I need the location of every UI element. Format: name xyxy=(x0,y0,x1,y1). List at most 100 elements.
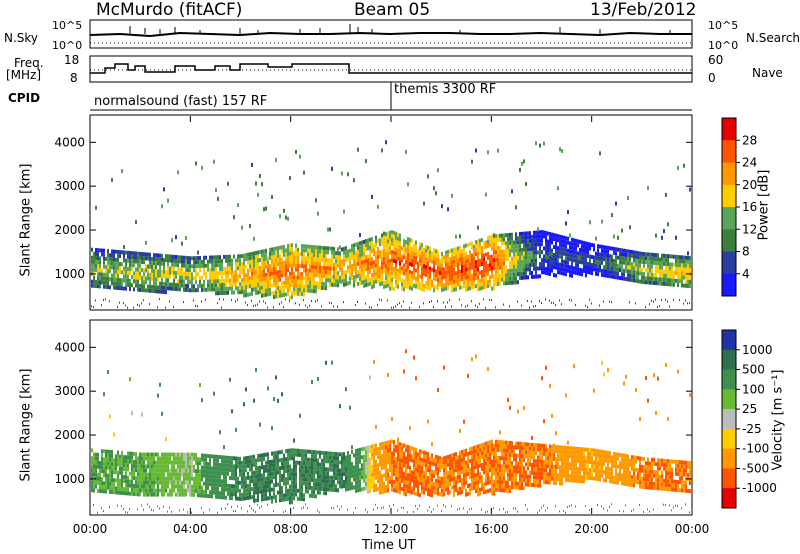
data-cell xyxy=(259,485,261,490)
data-cell xyxy=(375,467,377,472)
data-cell xyxy=(143,472,145,477)
data-cell xyxy=(375,263,377,268)
data-cell xyxy=(393,246,395,251)
data-cell xyxy=(121,458,123,463)
data-cell xyxy=(411,474,413,479)
data-cell xyxy=(531,262,533,267)
data-cell xyxy=(221,459,223,464)
data-cell xyxy=(145,472,147,477)
data-cell xyxy=(145,256,147,261)
data-cell xyxy=(291,492,293,497)
data-cell xyxy=(371,472,373,477)
data-cell xyxy=(321,249,323,254)
data-cell xyxy=(505,241,507,246)
data-cell xyxy=(123,475,125,480)
ground-cell xyxy=(417,507,418,510)
data-cell xyxy=(201,489,203,494)
data-cell xyxy=(205,263,207,268)
data-cell xyxy=(369,477,371,482)
data-cell xyxy=(135,484,137,489)
data-cell xyxy=(117,261,119,266)
data-cell xyxy=(525,243,527,248)
data-cell xyxy=(133,487,135,492)
data-cell xyxy=(457,282,459,287)
data-cell xyxy=(113,273,115,278)
data-cell xyxy=(325,487,327,492)
scatter-cell xyxy=(241,225,243,230)
data-cell xyxy=(223,278,225,283)
data-cell xyxy=(115,466,117,471)
data-cell xyxy=(343,262,345,267)
data-cell xyxy=(503,237,505,242)
data-cell xyxy=(333,463,335,468)
data-cell xyxy=(435,285,437,290)
data-cell xyxy=(543,246,545,251)
data-cell xyxy=(303,276,305,281)
data-cell xyxy=(667,282,669,287)
data-cell xyxy=(225,266,227,271)
data-cell xyxy=(279,494,281,499)
data-cell xyxy=(155,472,157,477)
data-cell xyxy=(137,283,139,288)
data-cell xyxy=(535,274,537,279)
data-cell xyxy=(487,263,489,268)
data-cell xyxy=(139,460,141,465)
data-cell xyxy=(291,275,293,280)
data-cell xyxy=(255,275,257,280)
data-cell xyxy=(225,274,227,279)
data-cell xyxy=(157,289,159,294)
data-cell xyxy=(257,262,259,267)
data-cell xyxy=(427,285,429,290)
ground-cell xyxy=(491,299,492,302)
data-cell xyxy=(353,485,355,490)
data-cell xyxy=(271,487,273,492)
data-cell xyxy=(495,270,497,275)
data-cell xyxy=(239,492,241,497)
data-cell xyxy=(225,290,227,295)
data-cell xyxy=(357,472,359,477)
data-cell xyxy=(217,462,219,467)
data-cell xyxy=(253,458,255,463)
data-cell xyxy=(369,473,371,478)
data-cell xyxy=(391,230,393,235)
data-cell xyxy=(157,261,159,266)
data-cell xyxy=(135,488,137,493)
data-cell xyxy=(155,468,157,473)
data-cell xyxy=(277,490,279,495)
data-cell xyxy=(145,492,147,497)
data-cell xyxy=(471,285,473,290)
ground-cell xyxy=(667,300,668,303)
data-cell xyxy=(339,275,341,280)
data-cell xyxy=(383,481,385,486)
data-cell xyxy=(207,267,209,272)
data-cell xyxy=(221,483,223,488)
data-cell xyxy=(311,244,313,249)
data-cell xyxy=(279,470,281,475)
data-cell xyxy=(161,289,163,294)
data-cell xyxy=(393,468,395,473)
data-cell xyxy=(343,460,345,465)
data-cell xyxy=(415,459,417,464)
ground-cell xyxy=(247,304,248,307)
data-cell xyxy=(623,260,625,265)
data-cell xyxy=(483,257,485,262)
data-cell xyxy=(553,261,555,266)
data-cell xyxy=(285,489,287,494)
ground-cell xyxy=(535,304,536,307)
data-cell xyxy=(193,488,195,493)
scatter-cell xyxy=(459,234,461,239)
data-cell xyxy=(391,479,393,484)
data-cell xyxy=(147,488,149,493)
data-cell xyxy=(373,452,375,457)
data-cell xyxy=(315,265,317,270)
scatter-cell xyxy=(537,227,539,232)
data-cell xyxy=(105,469,107,474)
ground-cell xyxy=(209,508,210,511)
data-cell xyxy=(309,272,311,277)
data-cell xyxy=(247,276,249,281)
data-cell xyxy=(665,282,667,287)
data-cell xyxy=(219,467,221,472)
data-cell xyxy=(95,460,97,465)
data-cell xyxy=(439,271,441,276)
data-cell xyxy=(415,256,417,261)
